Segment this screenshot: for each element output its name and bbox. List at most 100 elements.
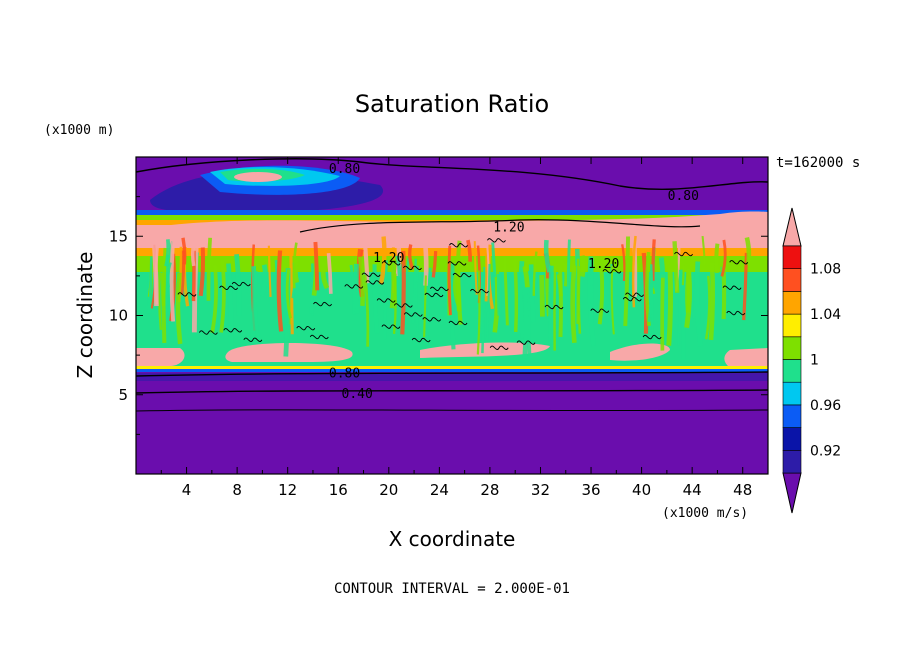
cloud-streak	[293, 259, 300, 283]
cloud-streak	[226, 263, 234, 347]
contour-squiggle	[344, 284, 364, 289]
cloud-streak	[154, 237, 160, 305]
cloud-streak	[404, 257, 410, 305]
lower-pink-right2	[610, 343, 670, 361]
contour-squiggle	[199, 330, 218, 335]
y-axis-label: Z coordinate	[73, 252, 97, 379]
cloud-streak	[548, 265, 554, 345]
y-tick-label: 15	[109, 227, 128, 245]
cloud-streak	[658, 257, 666, 278]
x-tick-label: 4	[182, 481, 192, 499]
cloud-streak	[326, 252, 333, 294]
cloud-streak	[672, 241, 680, 293]
cloud-streak	[744, 236, 752, 266]
contour-squiggle	[361, 272, 381, 277]
colorbar-bin	[782, 404, 802, 428]
x-tick-label: 40	[632, 481, 651, 499]
cloud-streak	[570, 265, 577, 344]
cloud-streak	[562, 262, 570, 287]
contour-squiggle	[625, 292, 644, 297]
colorbar: 0.92 0.96 1 1.04 1.08	[782, 207, 841, 514]
colorbar-label: 0.96	[810, 398, 841, 414]
cloud-streak	[512, 258, 519, 332]
x-tick-label: 24	[430, 481, 449, 499]
cloud-streak	[714, 243, 720, 274]
colorbar-label: 1.04	[810, 307, 841, 323]
contour-squiggle	[403, 265, 422, 271]
contour-squiggle	[487, 238, 506, 243]
y-units-label: (x1000 m)	[44, 123, 114, 138]
cloud-streak	[503, 257, 509, 326]
cloud-streak	[566, 239, 571, 289]
time-label: t=162000 s	[776, 155, 860, 171]
cloud-streak	[320, 261, 330, 290]
contour-squiggle	[470, 288, 489, 294]
cloud-streak	[660, 274, 665, 351]
cloud-streak	[289, 252, 294, 335]
colorbar-bin	[782, 359, 802, 383]
contour-label: 1.20	[373, 251, 404, 266]
cloud-streak	[681, 265, 685, 286]
contour-squiggle	[447, 261, 467, 266]
contour-squiggle	[674, 251, 693, 257]
contour-squiggle	[177, 292, 197, 297]
contour-squiggle	[309, 334, 329, 340]
cloud-streak	[157, 268, 163, 330]
contour-squiggle	[381, 324, 401, 329]
cloud-streak	[543, 239, 552, 273]
contour-squiggle	[376, 298, 396, 303]
colorbar-bin	[782, 313, 802, 338]
x-tick-label: 8	[232, 481, 242, 499]
contour-squiggle	[403, 312, 423, 317]
cloud-streak	[539, 274, 545, 317]
contour-squiggle	[422, 317, 442, 322]
x-tick-label: 12	[278, 481, 297, 499]
contour-line-120	[299, 219, 701, 233]
contour-squiggle	[411, 337, 431, 343]
contour-squiggle	[313, 301, 332, 307]
lower-pink-left	[136, 348, 185, 366]
cloud-streak	[408, 244, 415, 270]
contour-squiggle	[452, 272, 472, 278]
cloud-streak	[148, 256, 153, 311]
blue-edge	[136, 369, 768, 372]
cloud-streak	[395, 255, 402, 279]
cloud-streak	[433, 275, 440, 302]
cloud-streak	[267, 245, 272, 297]
y-tick-label: 10	[109, 307, 128, 325]
contour-squiggle	[726, 310, 746, 316]
cloud-streak	[651, 239, 656, 281]
cloud-streak	[431, 250, 438, 278]
cloud-streak	[363, 274, 370, 347]
x-tick-label: 48	[733, 481, 752, 499]
cloud-streak	[631, 235, 637, 308]
cloud-streak	[198, 247, 206, 297]
contour-squiggle	[602, 269, 622, 274]
y-tick-label: 5	[118, 386, 128, 404]
cloud-streak	[623, 236, 631, 327]
yellow-edge	[136, 366, 768, 369]
contour-squiggle	[223, 328, 243, 333]
contour-line-080-top	[136, 158, 768, 191]
cloud-streak	[206, 237, 213, 301]
cloud-streak	[485, 263, 491, 343]
cloud-streak	[708, 262, 716, 341]
pink-cloud-top	[136, 211, 768, 250]
contour-squiggle	[429, 286, 449, 291]
cloud-streak	[181, 237, 187, 265]
x-units-label: (x1000 m/s)	[662, 506, 748, 521]
contour-squiggle	[722, 285, 742, 290]
contour-label: 0.40	[342, 387, 373, 402]
colorbar-extend-top	[782, 207, 802, 247]
cloud-streak	[532, 251, 538, 296]
cloud-streak	[521, 271, 529, 359]
cloud-streak	[704, 275, 711, 340]
cloud-streak	[481, 266, 486, 354]
cloud-streak	[518, 260, 526, 339]
contour-label: 0.80	[329, 162, 360, 177]
cloud-streak	[496, 274, 502, 316]
cloud-streak	[476, 270, 481, 355]
cloud-streak	[666, 268, 674, 346]
cloud-streak	[219, 260, 226, 333]
